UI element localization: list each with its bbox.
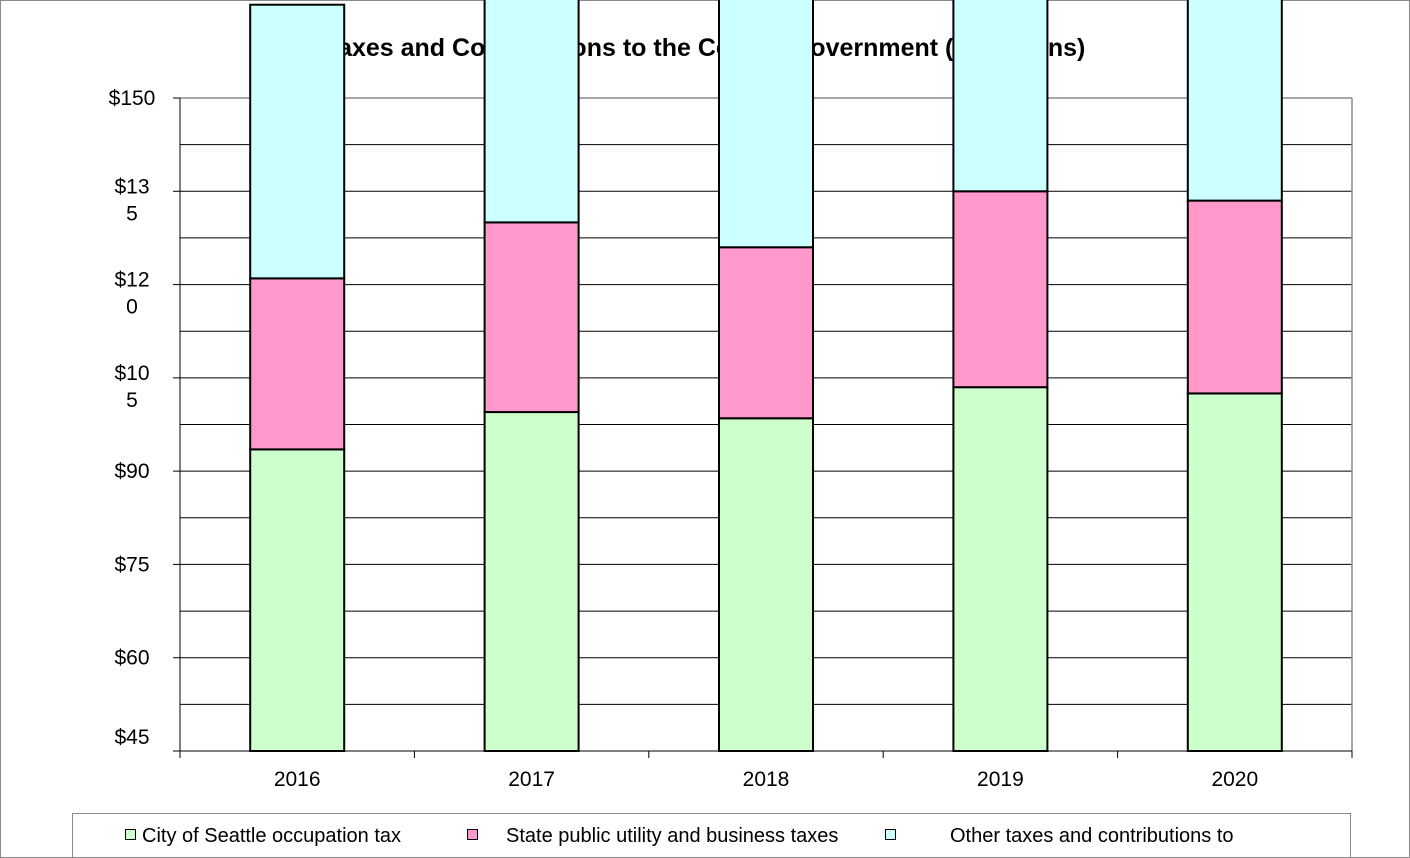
- y-tick-label: $10 5: [114, 362, 149, 412]
- bar-segment: [249, 3, 346, 280]
- bar-segment: [483, 0, 580, 224]
- legend-swatch-other: [885, 829, 896, 840]
- legend-item-city: City of Seattle occupation tax: [125, 825, 401, 848]
- y-tick-label-line: $12: [114, 269, 149, 292]
- bar-segment: [718, 246, 814, 420]
- legend-swatch-state: [467, 829, 478, 840]
- y-tick-label: $150: [109, 87, 156, 110]
- legend: City of Seattle occupation tax State pub…: [72, 813, 1351, 857]
- y-tick-label: $12 0: [114, 269, 149, 319]
- legend-label-other: Other taxes and contributions to: [950, 825, 1234, 847]
- legend-item-state: State public utility and business taxes: [467, 825, 838, 848]
- bar-segment: [483, 411, 580, 752]
- bar-segment: [952, 190, 1049, 389]
- y-tick-label: $45: [114, 726, 149, 749]
- x-tick-label: 2016: [274, 768, 321, 791]
- bar-segment: [1186, 392, 1283, 752]
- y-tick-label: $60: [114, 647, 149, 670]
- y-tick-label-line: 5: [126, 202, 138, 225]
- legend-label-city: City of Seattle occupation tax: [142, 825, 402, 847]
- x-tick-label: 2018: [743, 768, 790, 791]
- y-tick-label-line: $60: [114, 647, 149, 670]
- y-tick-label: $90: [114, 460, 149, 483]
- bar-segment: [249, 448, 346, 752]
- legend-label-state: State public utility and business taxes: [506, 825, 839, 847]
- bar-segment: [718, 0, 814, 249]
- y-tick-label-line: $45: [114, 726, 149, 749]
- y-tick-label: $75: [114, 553, 149, 576]
- y-tick-label-line: $10: [114, 362, 149, 385]
- bar-segment: [1186, 199, 1283, 395]
- bar-segment: [718, 417, 814, 752]
- y-tick-label-line: $90: [114, 460, 149, 483]
- y-tick-label-line: $75: [114, 553, 149, 576]
- x-tick-label: 2020: [1211, 768, 1258, 791]
- y-tick-label-line: $13: [114, 175, 149, 198]
- bar-segment: [952, 386, 1049, 752]
- legend-item-other: Other taxes and contributions to: [885, 825, 1234, 848]
- bar-segment: [952, 0, 1049, 193]
- x-tick-label: 2019: [977, 768, 1024, 791]
- bar-segment: [483, 221, 580, 414]
- legend-swatch-city: [125, 829, 136, 840]
- y-tick-label-line: $150: [109, 87, 156, 110]
- bar-segment: [1186, 0, 1283, 202]
- bar-segment: [249, 277, 346, 451]
- x-tick-label: 2017: [508, 768, 555, 791]
- y-tick-label-line: 5: [126, 389, 138, 412]
- y-tick-label: $13 5: [114, 175, 149, 225]
- y-tick-label-line: 0: [126, 296, 138, 319]
